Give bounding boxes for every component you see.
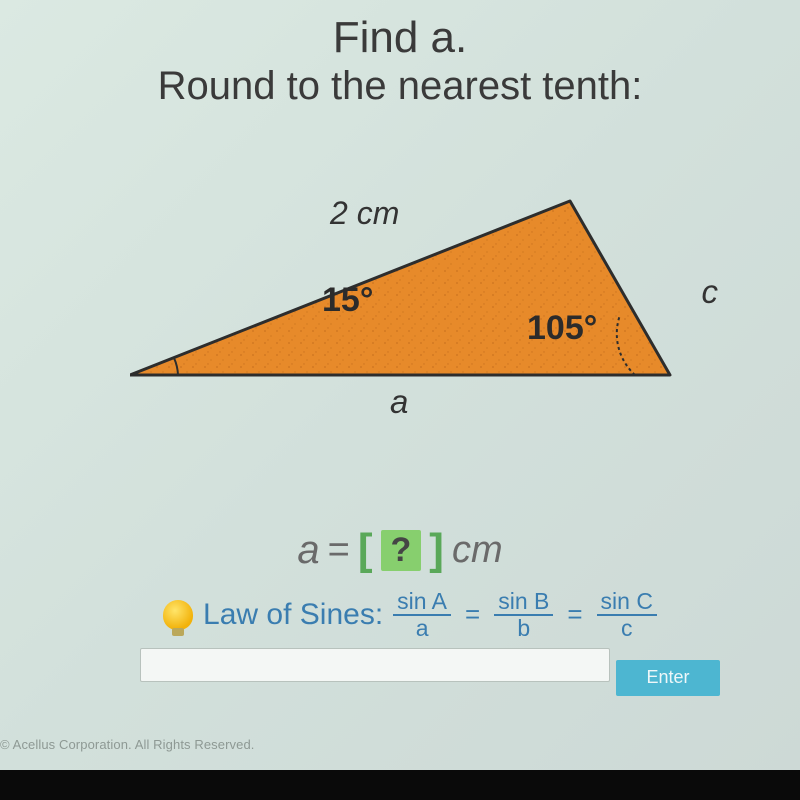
frac-c-num: sin C — [597, 589, 657, 615]
lightbulb-icon — [163, 600, 193, 630]
side-a-label: a — [390, 383, 408, 421]
fraction-c: sin C c — [597, 589, 657, 639]
input-row: Enter — [80, 648, 720, 696]
equals-sign: = — [328, 529, 350, 572]
answer-expression: a = [ ? ] cm — [0, 525, 800, 575]
fraction-b: sin B b — [494, 589, 553, 639]
frac-b-den: b — [513, 616, 534, 640]
angle-right-label: 105° — [527, 309, 597, 348]
right-bracket: ] — [429, 525, 444, 575]
law-eq-2: = — [563, 599, 586, 630]
frac-b-num: sin B — [494, 589, 553, 615]
triangle-svg — [130, 195, 690, 395]
fraction-a: sin A a — [393, 589, 451, 639]
copyright-footer: © Acellus Corporation. All Rights Reserv… — [0, 737, 255, 752]
left-bracket: [ — [358, 525, 373, 575]
answer-variable: a — [297, 528, 319, 573]
page-subtitle: Round to the nearest tenth: — [0, 64, 800, 109]
angle-left-label: 15° — [322, 281, 373, 320]
law-eq-1: = — [461, 599, 484, 630]
law-of-sines-hint: Law of Sines: sin A a = sin B b = sin C … — [0, 589, 800, 639]
answer-blank: [ ? ] — [358, 525, 444, 575]
frac-c-den: c — [617, 616, 637, 640]
triangle-figure: 2 cm c a 15° 105° — [90, 195, 710, 455]
answer-input[interactable] — [140, 648, 610, 682]
frac-a-den: a — [412, 616, 433, 640]
page-title: Find a. — [0, 14, 800, 62]
frac-a-num: sin A — [393, 589, 451, 615]
bottom-bar — [0, 770, 800, 800]
answer-unit: cm — [452, 529, 503, 572]
enter-button[interactable]: Enter — [616, 660, 720, 696]
side-c-label: c — [702, 273, 719, 311]
side-b-label: 2 cm — [330, 195, 399, 232]
answer-placeholder: ? — [381, 530, 422, 571]
screen: Find a. Round to the nearest tenth: 2 cm… — [0, 0, 800, 770]
law-label: Law of Sines: — [203, 598, 383, 632]
